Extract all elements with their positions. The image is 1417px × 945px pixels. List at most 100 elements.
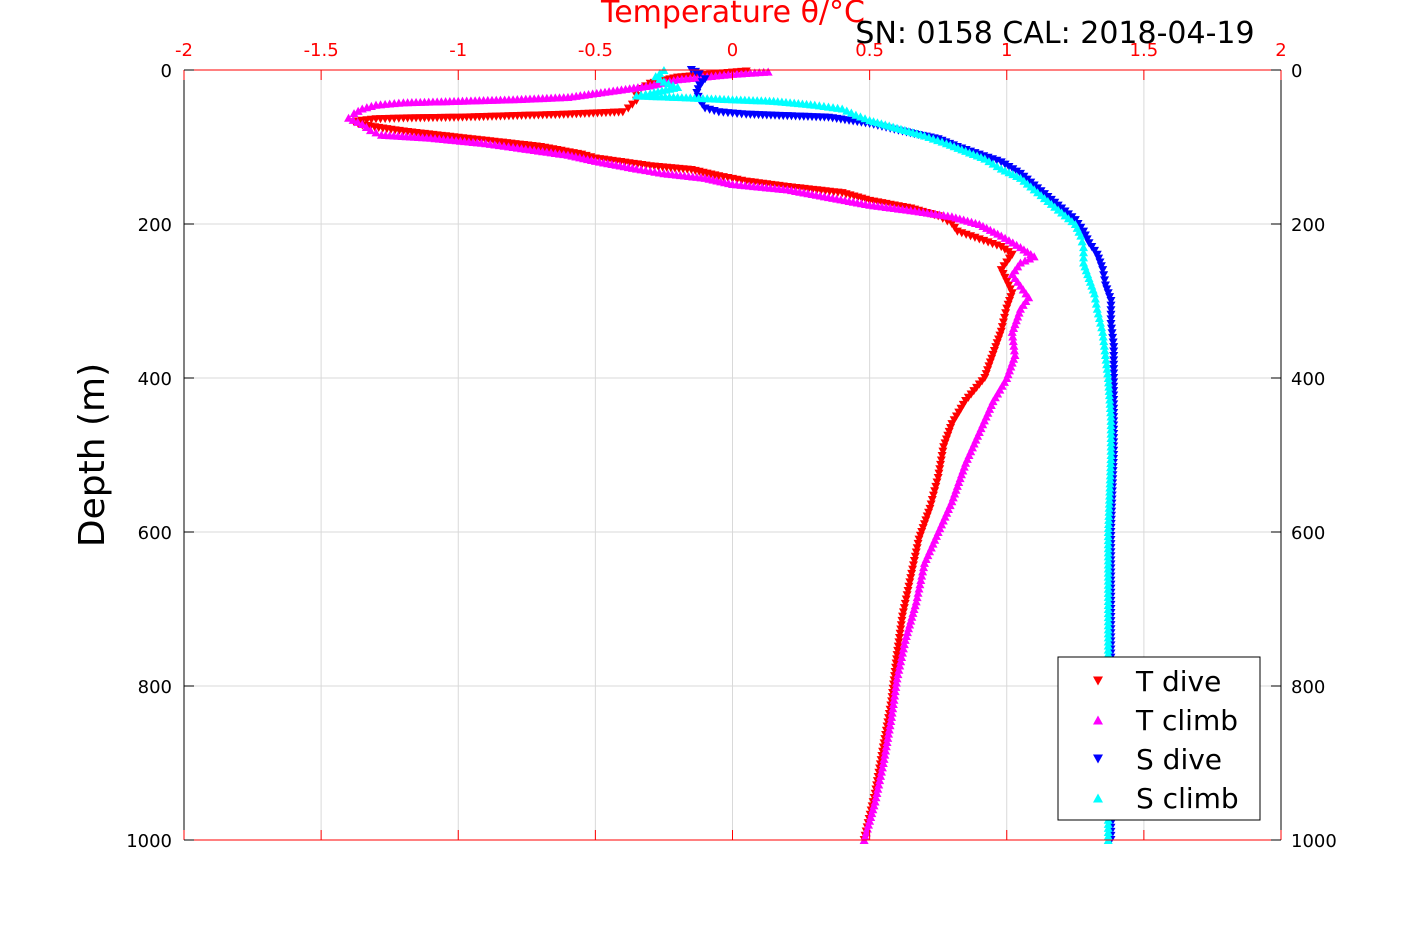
data-point bbox=[1103, 576, 1113, 585]
data-point bbox=[1109, 343, 1119, 352]
data-point bbox=[914, 535, 924, 544]
data-point bbox=[1109, 351, 1119, 361]
data-point bbox=[1107, 324, 1117, 333]
data-point bbox=[1103, 637, 1113, 646]
data-point bbox=[1100, 346, 1110, 355]
data-point bbox=[1106, 446, 1116, 455]
data-point bbox=[1105, 483, 1115, 492]
data-point bbox=[1105, 395, 1115, 404]
data-point bbox=[899, 640, 909, 649]
data-point bbox=[1106, 433, 1116, 442]
data-point bbox=[837, 104, 847, 113]
data-point bbox=[874, 780, 884, 789]
data-point bbox=[1102, 364, 1112, 373]
y-tick-label-right: 1000 bbox=[1291, 831, 1337, 852]
data-point bbox=[371, 128, 381, 137]
data-point bbox=[885, 721, 895, 730]
x-tick-label: 0.5 bbox=[855, 40, 884, 61]
data-point bbox=[871, 793, 881, 802]
data-point bbox=[877, 763, 887, 772]
data-point bbox=[891, 682, 901, 691]
data-point bbox=[1106, 450, 1116, 460]
data-point bbox=[344, 113, 354, 122]
data-point bbox=[884, 729, 894, 738]
data-point bbox=[879, 754, 889, 763]
data-point bbox=[897, 616, 907, 626]
data-point bbox=[1077, 237, 1087, 246]
data-point bbox=[357, 119, 367, 128]
data-point bbox=[937, 452, 947, 461]
data-point bbox=[898, 644, 908, 653]
data-point bbox=[1109, 347, 1119, 356]
data-point bbox=[1098, 332, 1108, 341]
data-point bbox=[914, 584, 924, 593]
legend-label: T climb bbox=[1135, 704, 1238, 737]
data-point bbox=[888, 699, 898, 709]
data-point bbox=[912, 592, 922, 602]
data-point bbox=[1107, 329, 1117, 338]
data-point bbox=[1103, 641, 1113, 650]
data-point bbox=[1103, 523, 1113, 532]
data-point bbox=[916, 575, 926, 584]
data-point bbox=[1106, 306, 1116, 315]
data-point bbox=[348, 115, 358, 124]
data-point bbox=[909, 557, 919, 566]
data-point bbox=[1106, 320, 1116, 329]
data-point bbox=[1103, 633, 1113, 642]
data-point bbox=[913, 588, 923, 597]
data-point bbox=[1106, 416, 1116, 425]
data-point bbox=[1029, 252, 1039, 261]
data-point bbox=[875, 776, 885, 785]
data-point bbox=[1106, 315, 1116, 324]
data-point bbox=[926, 500, 936, 509]
y-tick-label-left: 1000 bbox=[126, 831, 172, 852]
data-point bbox=[1012, 167, 1022, 176]
data-point bbox=[894, 634, 904, 643]
data-point bbox=[1096, 318, 1106, 327]
data-point bbox=[878, 758, 888, 768]
data-point bbox=[1008, 336, 1018, 346]
data-point bbox=[887, 712, 897, 721]
data-point bbox=[881, 742, 891, 751]
data-point bbox=[1103, 831, 1113, 840]
data-point bbox=[1098, 327, 1108, 336]
data-point bbox=[936, 460, 946, 469]
data-point bbox=[1109, 360, 1119, 369]
data-point bbox=[1104, 511, 1114, 520]
data-point bbox=[873, 784, 883, 793]
data-point bbox=[1007, 327, 1017, 336]
data-point bbox=[900, 599, 910, 608]
data-point bbox=[365, 126, 375, 135]
x-tick-label: 1.5 bbox=[1130, 40, 1159, 61]
data-point bbox=[1103, 621, 1113, 630]
data-point bbox=[876, 771, 886, 780]
data-point bbox=[908, 565, 918, 574]
data-point bbox=[1103, 544, 1113, 553]
data-point bbox=[361, 122, 371, 132]
data-point bbox=[1100, 350, 1110, 359]
data-point bbox=[1004, 162, 1014, 172]
x-tick-label: 2 bbox=[1275, 40, 1286, 61]
data-point bbox=[1106, 408, 1116, 417]
data-point bbox=[1079, 243, 1089, 252]
y-tick-label-left: 800 bbox=[138, 677, 172, 698]
data-point bbox=[1002, 304, 1012, 313]
y-tick-label-left: 600 bbox=[138, 523, 172, 544]
data-point bbox=[842, 106, 852, 115]
data-point bbox=[1104, 382, 1114, 391]
data-point bbox=[900, 635, 910, 644]
data-point bbox=[1090, 289, 1100, 298]
x-tick-label: 0 bbox=[727, 40, 738, 61]
data-point bbox=[1008, 165, 1018, 174]
data-point bbox=[907, 569, 917, 578]
data-point bbox=[1025, 254, 1035, 263]
data-point bbox=[905, 578, 915, 587]
data-point bbox=[1103, 588, 1113, 597]
data-point bbox=[904, 582, 914, 591]
data-point bbox=[1104, 391, 1114, 400]
data-point bbox=[1104, 386, 1114, 395]
data-point bbox=[884, 725, 894, 734]
data-point bbox=[1105, 467, 1115, 476]
data-point bbox=[1105, 491, 1115, 500]
data-point bbox=[1103, 625, 1113, 634]
